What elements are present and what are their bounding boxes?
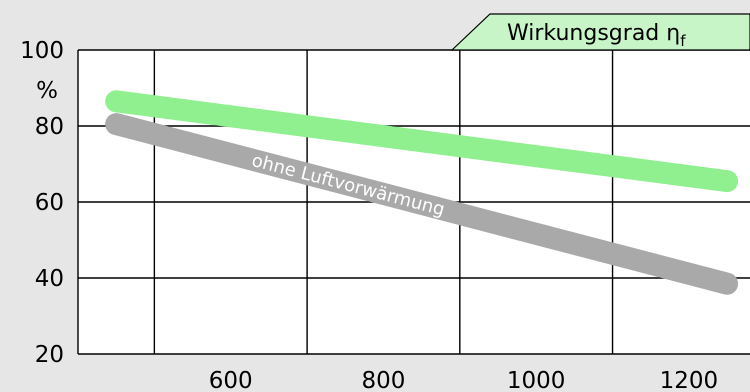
- chart-title: Wirkungsgrad ηf: [507, 21, 686, 50]
- x-axis-tick-labels: 600 800 1000 1200: [209, 368, 718, 392]
- x-tick-label: 1200: [660, 368, 719, 392]
- y-axis-tick-labels: 20 40 60 80 100: [20, 38, 64, 368]
- y-axis-unit: %: [36, 78, 58, 104]
- x-tick-label: 600: [209, 368, 253, 392]
- y-tick-label: 20: [35, 342, 64, 368]
- y-tick-label: 100: [20, 38, 64, 64]
- series-line-2: [105, 113, 739, 295]
- y-tick-label: 60: [35, 190, 64, 216]
- title-tab: Wirkungsgrad ηf: [450, 13, 750, 51]
- chart-title-subscript: f: [680, 32, 686, 50]
- y-tick-label: 80: [35, 114, 64, 140]
- series-line-1: [105, 90, 739, 193]
- title-tab-shape: [450, 13, 750, 51]
- x-tick-label: 800: [362, 368, 406, 392]
- chart-title-main: Wirkungsgrad η: [507, 21, 680, 46]
- x-tick-label: 1000: [507, 368, 566, 392]
- y-tick-label: 40: [35, 266, 64, 292]
